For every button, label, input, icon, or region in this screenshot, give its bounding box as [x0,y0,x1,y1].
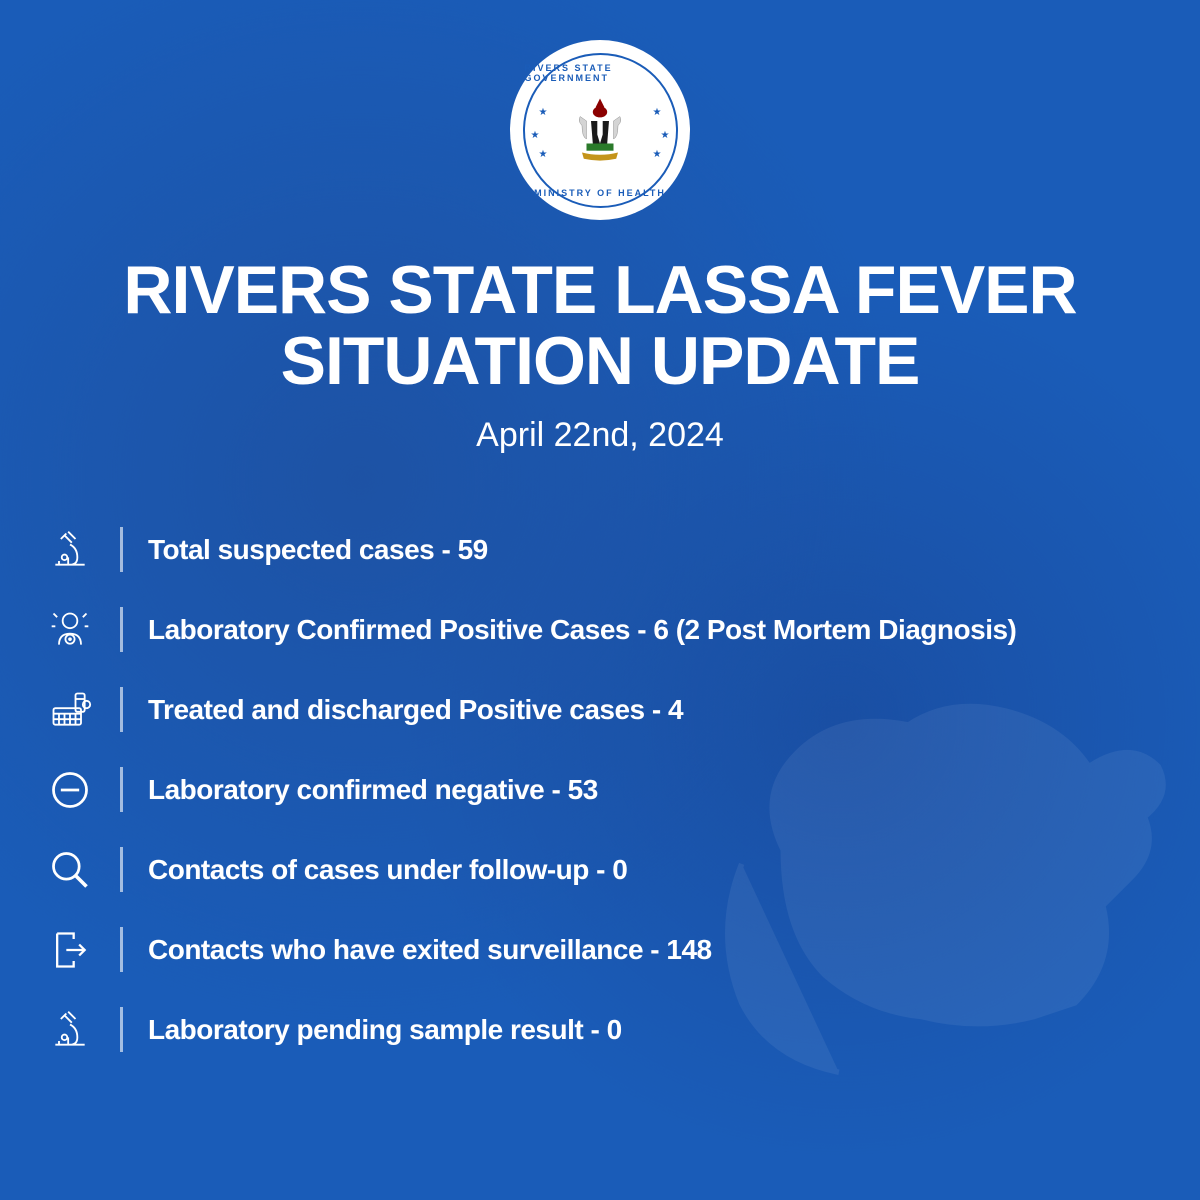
stat-label: Treated and discharged Positive cases - … [148,694,683,726]
stat-row: Treated and discharged Positive cases - … [45,685,1155,735]
stat-label: Laboratory Confirmed Positive Cases - 6 … [148,614,1016,646]
stat-label: Total suspected cases - 59 [148,534,488,566]
seal-top-text: RIVERS STATE GOVERNMENT [525,63,676,83]
microscope-icon [45,1005,95,1055]
negative-icon [45,765,95,815]
stat-row: Contacts who have exited surveillance - … [45,925,1155,975]
main-title: RIVERS STATE LASSA FEVER SITUATION UPDAT… [123,255,1076,398]
stat-row: Laboratory pending sample result - 0 [45,1005,1155,1055]
stat-label: Contacts of cases under follow-up - 0 [148,854,627,886]
coat-of-arms-icon [555,85,645,175]
stat-row: Total suspected cases - 59 [45,525,1155,575]
stat-row: Laboratory Confirmed Positive Cases - 6 … [45,605,1155,655]
medicine-icon [45,685,95,735]
stat-row: Laboratory confirmed negative - 53 [45,765,1155,815]
microscope-icon [45,525,95,575]
patient-icon [45,605,95,655]
stat-label: Laboratory confirmed negative - 53 [148,774,598,806]
seal-bottom-text: MINISTRY OF HEALTH [534,188,666,198]
exit-icon [45,925,95,975]
stats-list: Total suspected cases - 59 Laboratory Co… [45,525,1155,1055]
search-icon [45,845,95,895]
update-date: April 22nd, 2024 [476,416,724,455]
stat-label: Contacts who have exited surveillance - … [148,934,712,966]
stat-row: Contacts of cases under follow-up - 0 [45,845,1155,895]
stat-label: Laboratory pending sample result - 0 [148,1014,622,1046]
government-seal: RIVERS STATE GOVERNMENT ★ ★ ★ ★ ★ ★ MI [510,40,690,220]
